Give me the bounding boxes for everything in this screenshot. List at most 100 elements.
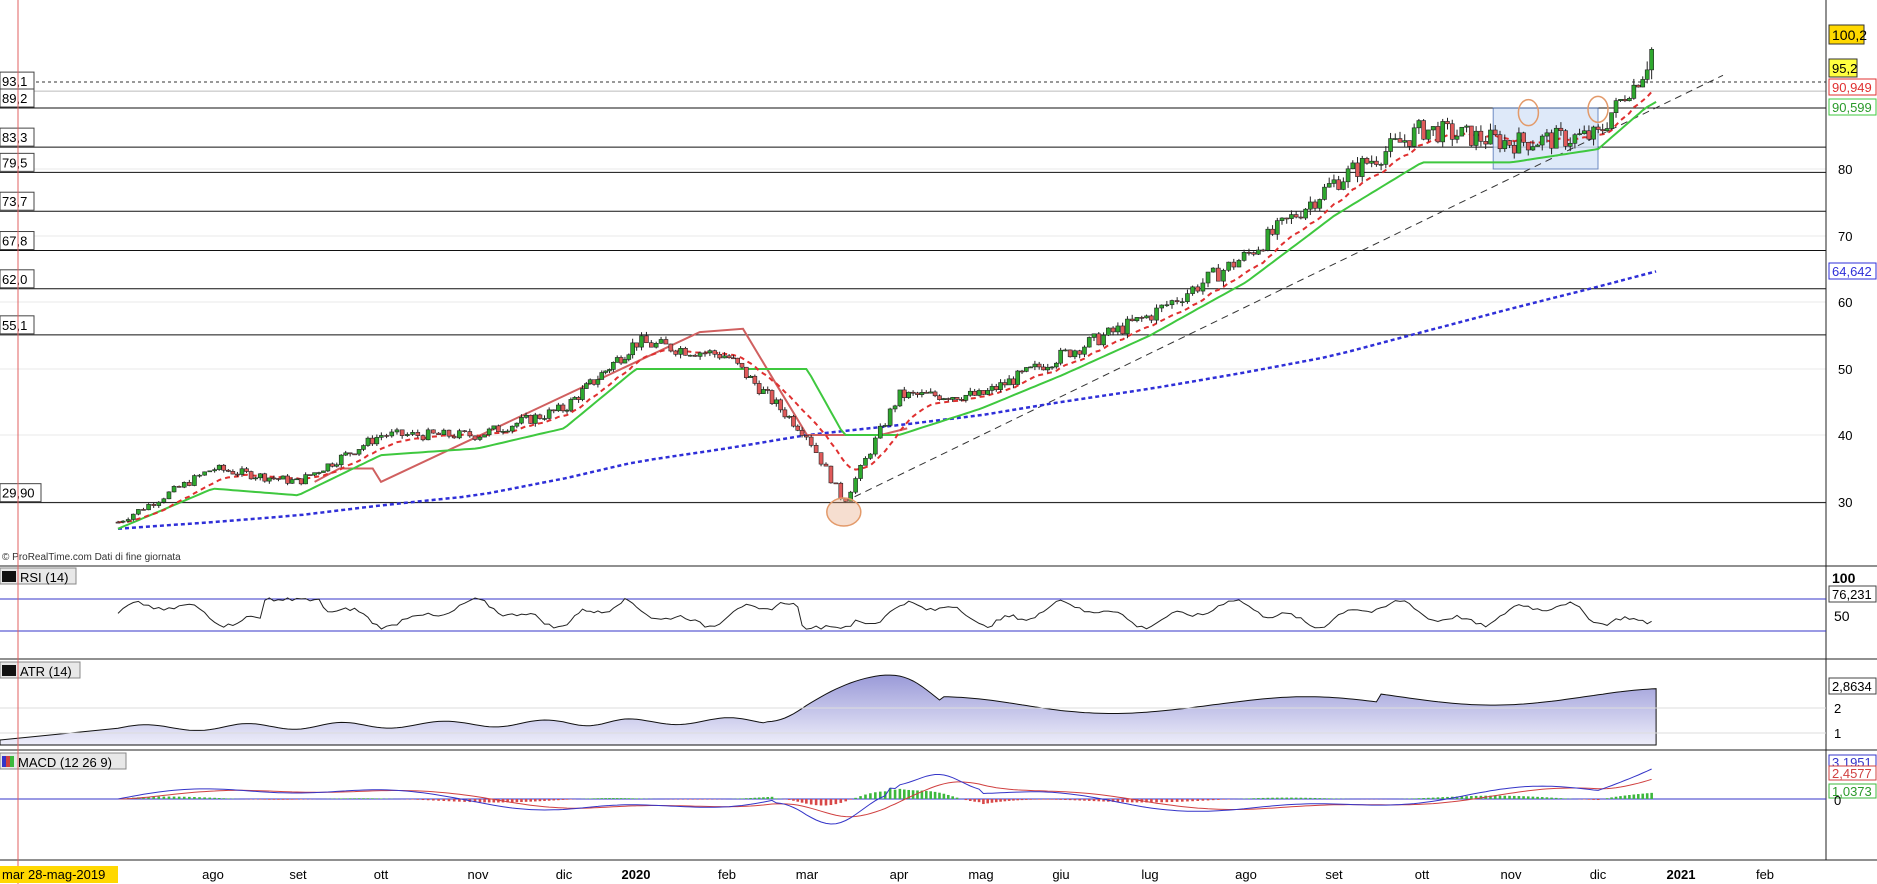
macd-hist-bar [1431,797,1435,799]
candle-body [462,430,467,432]
macd-hist-bar [753,797,757,799]
macd-hist-bar [1160,799,1163,803]
macd-hist-bar [1536,796,1539,799]
candle-body [141,509,146,511]
macd-hist-bar [520,799,523,803]
macd-hist-bar [492,799,496,803]
candle-body [1525,141,1531,151]
macd-hist-bar [839,799,843,803]
macd-hist-bar [1064,799,1067,800]
atr-tick-1: 1 [1834,726,1841,741]
candle-body [289,479,295,484]
candle-body [1440,121,1446,143]
x-axis-label: ott [374,867,389,882]
candle-body [1572,134,1578,144]
candle-body [1426,129,1431,140]
candle-body [384,435,389,437]
macd-hist-bar [1299,797,1303,799]
macd-hist-bar [693,799,697,800]
candle-body [451,435,457,439]
candle-body [457,430,462,439]
candle-body [919,392,925,395]
macd-hist-bar [487,799,491,803]
macd-hist-bar [1540,797,1544,799]
macd-hist-bar [353,798,356,799]
candle-body [1169,300,1175,306]
rsi-value: 76,231 [1832,587,1872,602]
macd-hist-bar [1285,797,1289,799]
candle-body [253,477,258,480]
candle-body [560,404,566,412]
macd-hist-bar [740,798,744,799]
macd-hist-bar [295,799,298,800]
macd-hist-bar [515,799,519,803]
macd-hist-bar [800,799,804,803]
macd-hist-bar [1559,798,1563,799]
candle-body [887,408,893,426]
level-label: 83,3 [2,130,27,145]
support-tag: 90,599 [1828,98,1877,116]
macd-hist-bar [596,798,600,799]
candle-body [125,519,131,522]
x-axis-label: dic [556,867,573,882]
candle-body [1355,162,1360,177]
macd-hist-bar [1427,797,1430,799]
candle-body [1483,141,1488,145]
macd-hist-bar [888,788,892,799]
macd-hist-bar [1201,799,1205,801]
macd-hist-bar [157,796,161,799]
macd-hist-bar [615,798,619,799]
candle-body [1317,199,1323,209]
macd-hist-bar [1596,799,1600,801]
atr-tick-2: 2 [1834,701,1841,716]
candle-body [136,509,141,515]
macd-hist-bar [749,797,752,799]
rsi-tick-100: 100 [1832,570,1856,586]
candle-body [556,404,561,412]
candle-body [668,343,674,352]
rsi-tick-50: 50 [1834,608,1850,624]
candle-body [1613,100,1619,114]
macd-hist-bar [473,799,477,803]
support-line [117,101,1657,530]
macd-hist-bar [375,798,379,799]
macd-hist-bar [442,799,446,802]
macd-hist-bar [1610,797,1613,799]
macd-hist-bar [698,799,702,800]
macd-hist-bar [222,798,226,799]
candle-body [868,453,873,459]
candle-body [688,354,693,357]
candle-body [425,429,431,441]
macd-hist-bar [1587,799,1591,800]
macd-hist-bar [1564,798,1567,799]
candle-body [644,335,649,344]
candle-body [932,391,938,397]
candle-body [514,422,520,427]
macd-hist-bar [552,799,556,801]
candle-body [712,350,718,355]
candle-body [1567,142,1573,147]
candle-body [1502,140,1508,150]
candle-body [1246,251,1252,254]
macd-hist-bar [1126,799,1129,803]
macd-hist-bar [1068,799,1072,801]
macd-hist-bar [1517,796,1521,799]
candle-body [683,348,688,356]
candle-body [1618,99,1623,101]
candle-body [321,470,326,473]
macd-hist-bar [357,798,361,799]
candle-body [1378,164,1384,166]
macd-hist-bar [1012,799,1015,801]
candle-body [972,390,977,396]
candle-body [1341,181,1346,190]
candle-body [1473,130,1479,146]
candle-body [230,471,236,475]
macd-hist-bar [524,799,528,802]
candle-body [1416,120,1422,129]
candle-body [915,392,920,395]
x-axis-label: set [289,867,307,882]
candle-body [1350,162,1356,170]
candle-body [1383,151,1389,165]
candle-body [477,436,483,440]
candle-body [1374,160,1379,165]
